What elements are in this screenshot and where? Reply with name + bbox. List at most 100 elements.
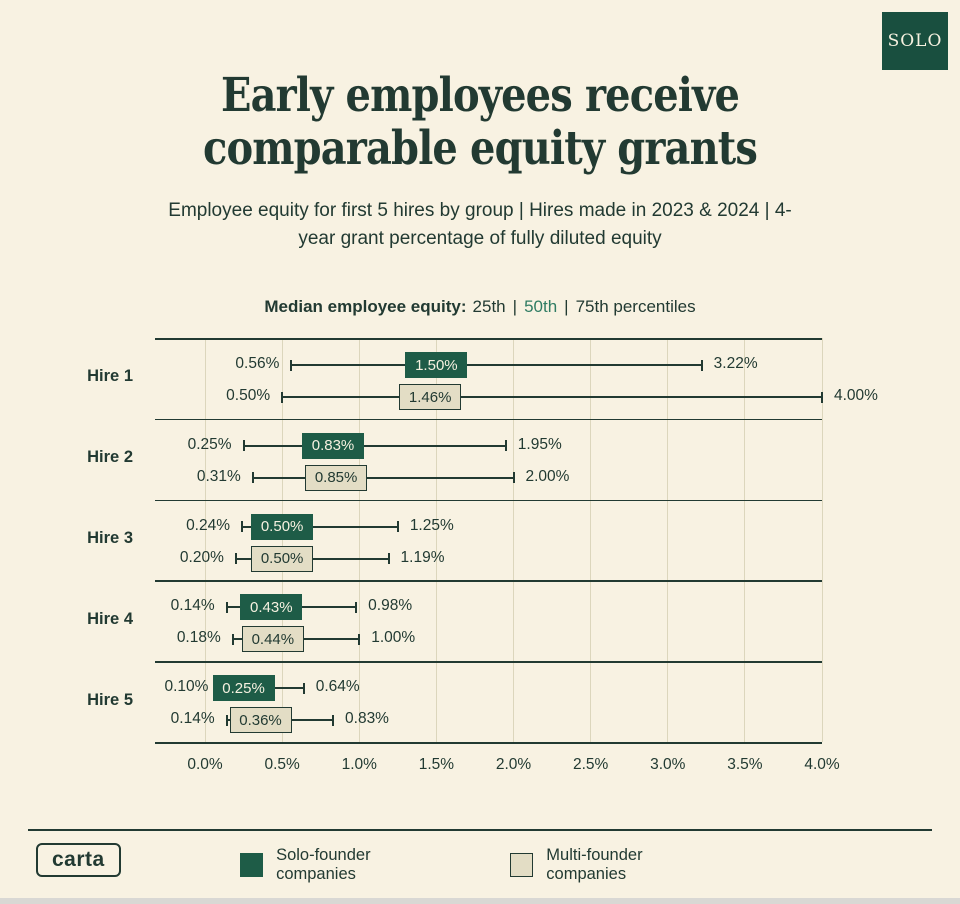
whisker-end-tick — [281, 391, 284, 403]
whisker-end-tick — [242, 440, 245, 452]
whisker-end-tick — [302, 682, 305, 694]
gridline — [744, 338, 746, 742]
chart-legend: Solo-founder companies Multi-founder com… — [240, 846, 720, 884]
gridline — [667, 338, 669, 742]
gridline — [590, 338, 592, 742]
median-box-solo: 0.43% — [240, 594, 303, 621]
whisker-end-tick — [821, 391, 823, 403]
hire-label: Hire 5 — [87, 690, 133, 709]
whisker-line — [282, 396, 822, 398]
percentile-note: Median employee equity: 25th | 50th | 75th pe… — [0, 297, 960, 317]
gridline — [821, 338, 823, 742]
p25-label: 0.31% — [196, 467, 241, 485]
note-separator: | — [564, 297, 569, 316]
whisker-end-tick — [355, 601, 358, 613]
x-tick-label: 4.0% — [804, 756, 840, 773]
group-separator — [155, 338, 822, 340]
whisker-line — [252, 476, 514, 479]
p75-label: 3.22% — [713, 355, 758, 372]
median-box-multi: 0.50% — [251, 545, 314, 572]
group-separator — [155, 418, 822, 421]
whisker-end-tick — [387, 553, 390, 565]
median-box-solo: 1.50% — [405, 352, 468, 378]
multi-swatch-icon — [510, 853, 534, 877]
median-box-multi: 1.46% — [399, 384, 462, 410]
median-box-solo: 0.25% — [212, 675, 275, 702]
subtitle: Employee equity for first 5 hires by gro… — [168, 200, 792, 249]
p75-label: 1.00% — [371, 629, 416, 647]
note-prefix: Median employee equity: — [264, 297, 467, 316]
whisker-end-tick — [251, 472, 254, 484]
x-tick-label: 0.0% — [187, 756, 223, 773]
gridline — [281, 338, 283, 742]
note-p50: 50th — [524, 297, 558, 316]
p25-label: 0.25% — [187, 435, 232, 453]
legend-item-solo: Solo-founder companies — [240, 846, 448, 884]
p25-label: 0.50% — [226, 387, 271, 404]
p25-label: 0.56% — [235, 355, 280, 372]
p25-label: 0.10% — [164, 678, 209, 696]
p75-label: 2.00% — [525, 467, 570, 485]
p75-label: 4.00% — [834, 387, 878, 404]
title-line-1: Early employees receive — [220, 68, 740, 123]
median-box-multi: 0.44% — [241, 626, 304, 653]
hire-label: Hire 1 — [87, 367, 133, 386]
x-tick-label: 2.0% — [495, 756, 532, 773]
x-tick-label: 2.5% — [572, 756, 609, 773]
window-edge — [0, 898, 960, 904]
solo-badge: SOLO — [882, 12, 948, 70]
x-tick-label: 3.0% — [650, 756, 686, 773]
median-box-solo: 0.50% — [251, 513, 314, 540]
whisker-end-tick — [512, 472, 515, 484]
legend-label-solo: Solo-founder companies — [276, 846, 371, 883]
whisker-end-tick — [504, 440, 507, 452]
whisker-end-tick — [231, 633, 234, 645]
hire-label: Hire 3 — [87, 529, 133, 547]
equity-range-chart: 0.0% 0.5% 1.0% 1.5% 2.0% 2.5% 3.0% 3.5% 4.0% Hire… — [87, 338, 878, 773]
legend-item-multi: Multi-founder companies — [510, 846, 720, 884]
median-box-multi: 0.85% — [305, 464, 368, 491]
whisker-line — [243, 444, 506, 447]
group-separator — [155, 499, 822, 502]
p75-label: 1.25% — [409, 516, 454, 534]
p75-label: 1.19% — [400, 548, 445, 566]
x-tick-label: 0.5% — [264, 756, 300, 773]
hire-label: Hire 2 — [87, 448, 133, 467]
whisker-end-tick — [241, 521, 244, 533]
gridline — [358, 338, 360, 742]
whisker-end-tick — [234, 553, 237, 565]
note-p25: 25th — [472, 297, 506, 316]
gridline — [204, 338, 206, 742]
median-box-solo: 0.83% — [302, 432, 365, 459]
footer-divider — [28, 829, 932, 831]
p75-label: 0.64% — [315, 678, 360, 696]
whisker-end-tick — [396, 521, 399, 533]
whisker-end-tick — [358, 633, 361, 645]
title-line-2: comparable equity grants — [202, 120, 758, 176]
p25-label: 0.20% — [179, 548, 224, 566]
legend-label-multi: Multi-founder companies — [546, 846, 643, 883]
hire-label: Hire 4 — [87, 609, 133, 628]
note-separator: | — [512, 297, 518, 316]
x-axis-line — [155, 742, 822, 744]
whisker-line — [291, 364, 702, 366]
whisker-end-tick — [332, 714, 335, 726]
gridline — [435, 338, 437, 742]
gridline — [513, 338, 514, 742]
x-tick-label: 1.0% — [341, 756, 377, 773]
p25-label: 0.14% — [170, 710, 215, 728]
p25-label: 0.24% — [186, 516, 231, 534]
whisker-end-tick — [225, 601, 228, 613]
p75-label: 0.98% — [368, 597, 413, 615]
whisker-end-tick — [225, 714, 228, 726]
note-p75: 75th percentiles — [575, 297, 696, 316]
p25-label: 0.18% — [176, 629, 221, 647]
median-box-multi: 0.36% — [229, 707, 292, 734]
whisker-end-tick — [290, 359, 293, 371]
whisker-line — [242, 525, 398, 528]
solo-badge-label: SOLO — [887, 31, 943, 51]
p75-label: 1.95% — [517, 435, 562, 453]
group-separator — [155, 580, 822, 582]
x-tick-label: 3.5% — [727, 756, 763, 773]
